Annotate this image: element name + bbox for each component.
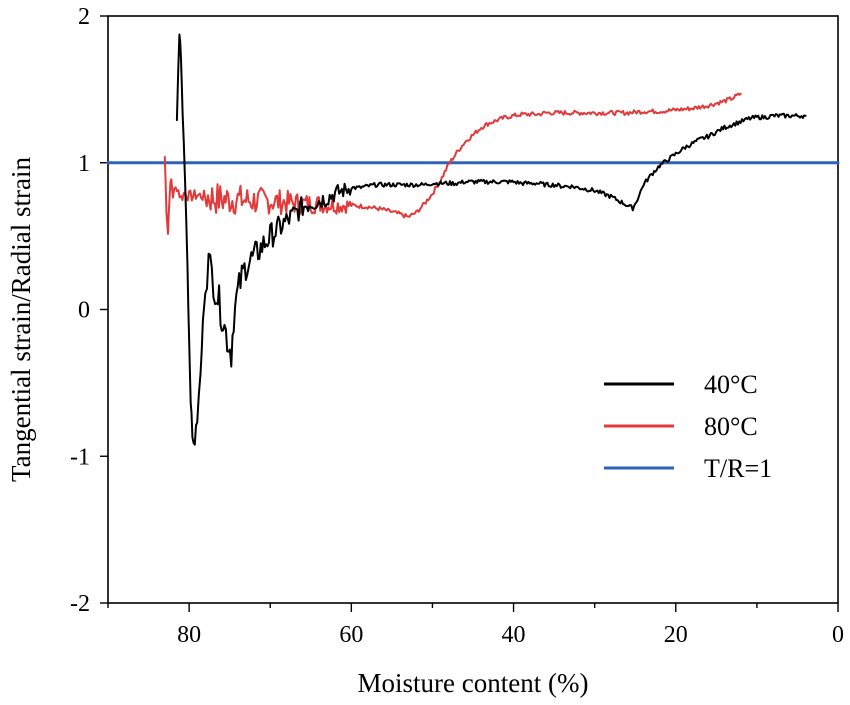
legend-label-40-c: 40°C xyxy=(704,370,758,399)
x-axis-title: Moisture content (%) xyxy=(358,668,589,698)
y-tick-label: -2 xyxy=(70,591,90,617)
x-tick-label: 80 xyxy=(177,622,201,648)
y-tick-label: -1 xyxy=(70,444,90,470)
x-tick-label: 0 xyxy=(832,622,844,648)
legend-label-80-c: 80°C xyxy=(704,412,758,441)
x-tick-label: 20 xyxy=(664,622,688,648)
series-line-40-c xyxy=(175,33,807,446)
plot-frame xyxy=(107,15,839,604)
y-tick-label: 1 xyxy=(78,151,90,177)
y-tick-label: 2 xyxy=(78,4,90,30)
x-tick-label: 40 xyxy=(502,622,526,648)
series-line-80-c xyxy=(163,92,742,235)
legend-label-t-r-1: T/R=1 xyxy=(704,454,772,483)
y-axis-title: Tangential strain/Radial strain xyxy=(6,156,36,482)
x-tick-label: 60 xyxy=(339,622,363,648)
y-tick-label: 0 xyxy=(78,298,90,324)
